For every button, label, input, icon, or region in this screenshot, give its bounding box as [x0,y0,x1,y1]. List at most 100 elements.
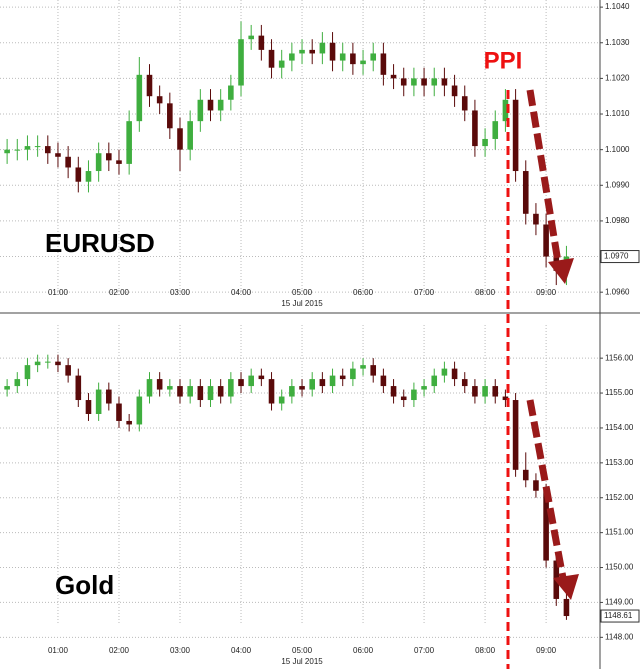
candle-body [34,146,41,148]
candle-body [451,368,458,380]
candle-body [65,156,71,168]
y-tick-label: 1.1020 [605,74,630,83]
candle-body [533,213,539,225]
x-tick-label: 05:00 [292,288,313,297]
candle-body [197,386,204,401]
candle-body [512,99,519,172]
candle-body [268,49,275,68]
candle-body [461,96,468,111]
candle-body [197,99,204,122]
candle-body [55,153,61,157]
candle-body [329,375,336,387]
candle-body [177,128,183,150]
y-tick-label: 1150.00 [605,563,634,572]
candle-body [187,121,193,150]
candle-body [14,379,21,387]
candle-body [390,386,397,397]
candle-body [329,42,336,61]
x-tick-label: 02:00 [109,646,130,655]
arrow-shaft [526,89,562,263]
candle-body [207,386,214,401]
candle-body [421,386,427,390]
candle-body [228,85,234,100]
candle-body [360,60,366,65]
candle-body [441,78,448,86]
candle-body [207,99,214,111]
arrow-shaft [526,399,567,579]
candle-body [278,396,285,404]
candle-body [217,386,224,397]
candle-body [167,386,173,390]
candle-body [106,153,112,161]
candle-body [350,368,356,380]
candle-body [45,361,51,363]
candle-body [75,375,82,401]
candle-body [339,53,346,61]
y-tick-label: 1.0990 [605,180,630,189]
x-tick-label: 09:00 [536,288,557,297]
candle-body [95,153,102,172]
candle-body [370,365,377,376]
candle-body [451,85,458,97]
candle-body [431,78,438,86]
candle-body [278,60,285,68]
candle-body [4,386,10,390]
candle-body [400,396,407,401]
candle-body [116,403,122,421]
y-tick-label: 1149.00 [605,598,634,607]
candle-body [543,224,549,257]
candle-body [522,469,529,481]
candle-body [482,138,488,147]
candle-body [360,365,366,369]
y-tick-label: 1155.00 [605,388,634,397]
candle-body [85,400,92,414]
candle-body [380,375,387,387]
candle-body [268,379,275,404]
y-tick-label: 1.0980 [605,216,630,225]
x-tick-label: 06:00 [353,288,374,297]
candle-body [187,386,193,397]
x-tick-label: 09:00 [536,646,557,655]
candle-body [482,386,488,397]
x-tick-label: 03:00 [170,646,191,655]
candle-body [126,121,132,164]
arrow-head [553,574,579,600]
candle-body [492,386,499,397]
candle-body [309,49,315,54]
arrow-head [548,258,574,284]
candle-body [319,42,326,54]
trend-arrow [526,89,579,600]
candle-body [309,379,315,390]
candle-body [431,375,438,387]
candle-body [248,375,254,387]
annotation: Gold [55,570,114,600]
candle-body [502,396,509,401]
candle-body [289,53,295,61]
y-tick-label: 1151.00 [605,528,634,537]
candle-body [116,160,122,164]
y-tick-label: 1152.00 [605,493,634,502]
x-tick-label: 03:00 [170,288,191,297]
x-tick-label: 06:00 [353,646,374,655]
y-tick-label: 1148.00 [605,632,634,641]
candle-body [217,99,224,111]
candle-body [34,361,41,366]
x-tick-label: 07:00 [414,646,435,655]
candle-body [177,386,183,397]
x-tick-label: 02:00 [109,288,130,297]
candle-body [95,389,102,414]
candle-body [319,379,326,387]
candle-body [461,379,468,387]
candle-body [4,149,10,154]
candle-body [75,167,82,182]
last-price-box [600,250,640,264]
last-price-label: 1.0970 [604,252,629,261]
x-tick-label: 08:00 [475,646,496,655]
candle-body [248,35,254,40]
candle-body [228,379,234,397]
candle-body [289,386,295,397]
candle-body [126,420,132,425]
x-tick-label: 01:00 [48,646,69,655]
